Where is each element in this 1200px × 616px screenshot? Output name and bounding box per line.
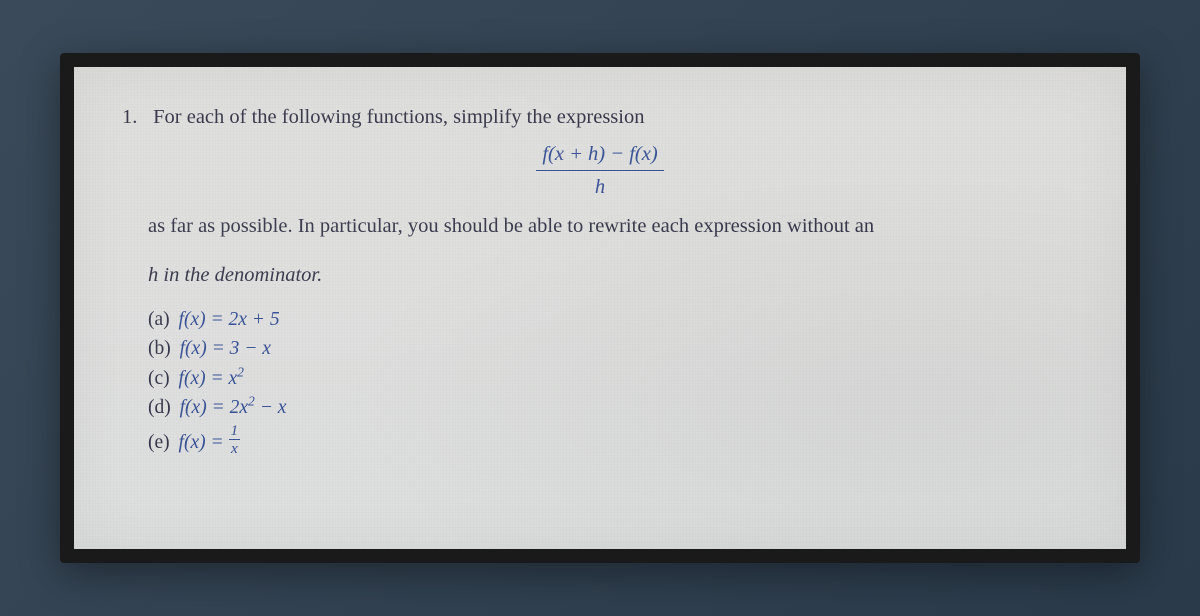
choice-e-expr: f(x) = 1x bbox=[179, 432, 241, 453]
stem-line-3: h in the denominator. bbox=[122, 261, 1078, 290]
fraction: f(x + h) − f(x) h bbox=[536, 140, 663, 202]
choice-e-label: (e) bbox=[148, 432, 170, 453]
choice-b-label: (b) bbox=[148, 338, 171, 359]
choice-b: (b) f(x) = 3 − x bbox=[148, 335, 1078, 362]
choice-a-expr: f(x) = 2x + 5 bbox=[179, 309, 280, 330]
choice-c-expr: f(x) = x2 bbox=[179, 368, 244, 389]
worksheet-photo: 1. For each of the following functions, … bbox=[60, 53, 1140, 563]
fraction-numerator: f(x + h) − f(x) bbox=[536, 140, 663, 172]
choice-a: (a) f(x) = 2x + 5 bbox=[148, 306, 1078, 333]
problem-1: 1. For each of the following functions, … bbox=[122, 103, 1078, 457]
choice-list: (a) f(x) = 2x + 5 (b) f(x) = 3 − x (c) f… bbox=[122, 306, 1078, 457]
choice-b-expr: f(x) = 3 − x bbox=[180, 338, 271, 359]
choice-a-label: (a) bbox=[148, 309, 170, 330]
difference-quotient: f(x + h) − f(x) h bbox=[122, 140, 1078, 202]
stem-text-1: For each of the following functions, sim… bbox=[153, 106, 644, 128]
fraction-denominator: h bbox=[536, 171, 663, 202]
choice-d-label: (d) bbox=[148, 397, 171, 418]
choice-e: (e) f(x) = 1x bbox=[148, 423, 1078, 456]
problem-number: 1. bbox=[122, 103, 148, 132]
stem-line-2: as far as possible. In particular, you s… bbox=[122, 212, 1078, 241]
stem-line-1: 1. For each of the following functions, … bbox=[122, 103, 1078, 132]
choice-c: (c) f(x) = x2 bbox=[148, 365, 1078, 392]
stem-line-3-h: h bbox=[148, 264, 158, 286]
choice-d-expr: f(x) = 2x2 − x bbox=[180, 397, 287, 418]
choice-d: (d) f(x) = 2x2 − x bbox=[148, 394, 1078, 421]
stem-line-3-rest: in the denominator. bbox=[158, 264, 322, 286]
choice-c-label: (c) bbox=[148, 368, 170, 389]
